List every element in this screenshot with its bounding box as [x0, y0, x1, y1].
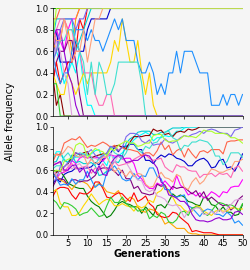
- Text: Allele frequency: Allele frequency: [5, 82, 15, 161]
- X-axis label: Generations: Generations: [114, 249, 181, 259]
